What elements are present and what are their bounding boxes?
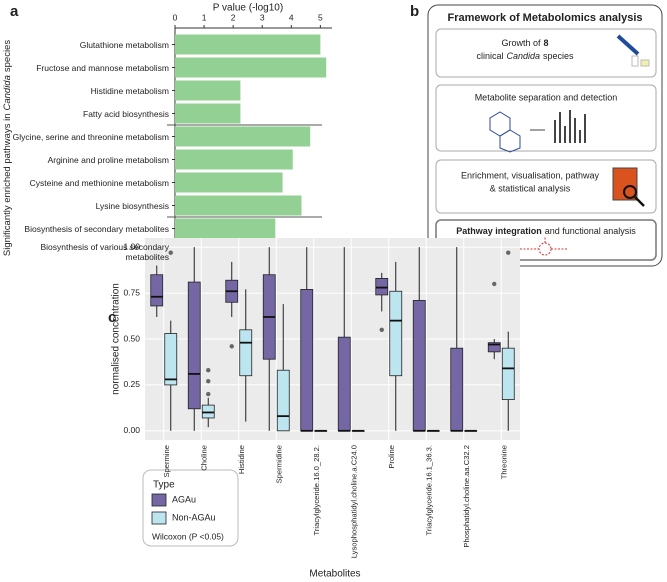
step-text: Growth of 8 [501,38,548,48]
box [150,274,164,307]
x-tick-label: Lysophosphatidyl.choline.a.C24.0 [349,445,358,558]
outlier [206,379,211,384]
y-tick-label: 0.25 [123,379,140,389]
x-tick-label: 2 [231,12,236,22]
step-box [435,159,657,214]
outlier [379,327,384,333]
pipette-icon [616,34,650,67]
y-tick-label: 0.75 [123,287,140,297]
outlier [168,250,173,255]
box [412,300,426,432]
legend-note: Wilcoxon (P <0.05) [152,531,224,541]
step-box [435,28,657,78]
box [487,342,501,353]
y-tick-label: Lysine biosynthesis [95,200,169,211]
x-tick-label: Threonine [499,445,508,479]
bar [175,195,302,216]
x-tick-label: 5 [318,12,323,22]
box [201,404,215,419]
spectrum-icon [530,110,586,143]
x-tick-label: Phosphatidyl.choline.aa.C32.2 [462,445,471,548]
framework-title: Framework of Metabolomics analysis [447,12,642,24]
box [239,329,253,377]
outlier [206,391,211,397]
legend-swatch [151,493,167,507]
bar [175,149,293,170]
legend-label: AGAu [172,494,196,504]
outlier [506,250,511,255]
y-tick-label: Histidine metabolism [90,85,169,96]
bar [175,172,283,193]
box [300,289,314,432]
y-tick-label: Biosynthesis of secondary metabolites [24,223,169,234]
y-tick-label: Glutathione metabolism [79,39,169,50]
y-tick-label: Fatty acid biosynthesis [83,108,169,119]
x-tick-label: Triacylglyceride.16.1_36.3. [424,445,433,535]
y-axis-title-part: species [2,40,13,72]
bar [175,218,276,239]
panel-label: a [10,3,19,20]
y-tick-label: 0.00 [123,425,140,435]
box [276,369,290,432]
panel-label: c [108,309,116,326]
legend-title: Type [153,480,175,491]
step-text: clinical Candida species [476,51,574,61]
y-axis-title: Significantly enriched pathways in Candid… [2,40,13,256]
legend-label: Non-AGAu [172,512,216,522]
y-tick-label: Biosynthesis of various secondary metabo… [40,241,169,262]
legend-box [142,469,239,547]
x-tick-label: Spermine [162,445,171,478]
y-axis-title: normalised concentration [111,283,122,395]
x-tick-label: Spermidine [274,445,283,483]
x-tick-label: 1 [202,12,207,22]
box [375,277,389,296]
x-tick-label: Choline [199,445,208,471]
box [501,347,515,401]
outlier [206,368,211,373]
box [187,281,201,410]
step-box [435,84,657,152]
step-text: Enrichment, visualisation, pathway [461,170,600,180]
step-text: & statistical analysis [490,183,571,193]
y-tick-label: Arginine and proline metabolism [47,154,169,165]
panel-label: b [410,3,419,20]
x-tick-label: Proline [387,445,396,469]
legend-swatch [151,511,167,525]
heatmap-icon [612,167,645,207]
box [164,333,178,386]
x-axis-title: Metabolites [309,569,360,580]
step-text: Metabolite separation and detection [475,92,618,102]
x-tick-label: Triacylglyceride.16.0_28.2. [312,445,321,535]
box [450,347,464,432]
outlier [492,281,497,287]
y-tick-label: 1.00 [123,241,140,251]
y-tick-label: Fructose and mannose metabolism [36,62,169,73]
box [389,290,403,377]
y-tick-label: Cysteine and methionine metabolism [29,177,169,188]
outlier [229,344,234,349]
bar [175,57,327,78]
x-tick-label: 4 [289,12,294,22]
x-tick-label: 0 [173,12,178,22]
bar [175,80,241,101]
x-tick-label: 3 [260,12,265,22]
network-icon [520,236,568,256]
bar [175,126,311,147]
x-axis-title: P value (-log10) [213,3,283,14]
box [337,336,351,432]
step-text: Pathway integration and functional analys… [456,226,636,236]
y-axis-title-part: Candida [2,75,13,110]
y-tick-label: Glycine, serine and threonine metabolism [12,131,169,142]
bar [175,103,241,124]
y-axis-title-part: Significantly enriched pathways in [2,114,13,257]
y-tick-label: 0.50 [123,333,140,343]
molecule-icon [489,111,521,153]
bar [175,34,321,55]
x-tick-label: Histidine [237,445,246,474]
